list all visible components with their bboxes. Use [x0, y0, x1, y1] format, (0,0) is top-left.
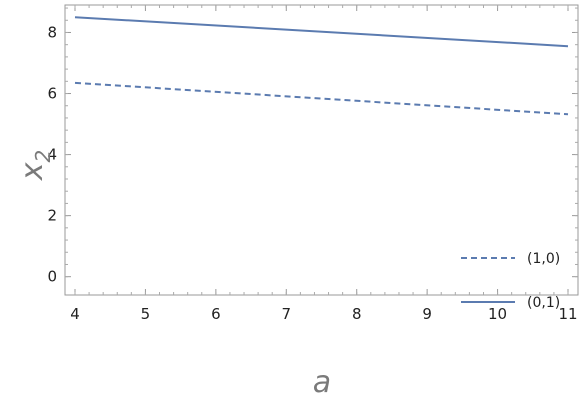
y-tick-label: 4	[47, 146, 57, 164]
x-tick-label: 9	[422, 305, 432, 323]
y-tick-label: 0	[47, 268, 57, 286]
x-tick-label: 8	[352, 305, 362, 323]
x-tick-label: 5	[141, 305, 151, 323]
series-lines	[74, 16, 569, 116]
legend-label: (1,0)	[527, 251, 560, 267]
plot-frame	[64, 4, 579, 296]
axis-ticks: 4 5 6 7 8 9 10 11 0 2 4 6 8	[47, 5, 578, 323]
y-tick-label: 2	[47, 207, 57, 225]
series-line	[74, 81, 569, 116]
x-tick-label: 6	[211, 305, 221, 323]
x-tick-label: 7	[282, 305, 292, 323]
x-tick-label: 10	[488, 305, 507, 323]
x-axis-title: a	[313, 365, 331, 400]
x-tick-label: 11	[558, 305, 577, 323]
legend-label: (0,1)	[527, 295, 560, 311]
legend: (1,0) (0,1)	[461, 251, 560, 311]
series-line	[74, 16, 569, 48]
y-tick-label: 6	[47, 85, 57, 103]
y-axis-title-main: x	[15, 162, 50, 181]
y-axis-title: x2	[15, 150, 55, 182]
x-tick-label: 4	[70, 305, 80, 323]
y-tick-label: 8	[47, 23, 57, 41]
y-axis-title-subscript: 2	[31, 150, 55, 163]
